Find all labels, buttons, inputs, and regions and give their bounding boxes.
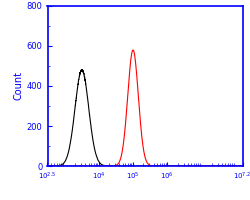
Y-axis label: Count: Count: [14, 72, 24, 100]
